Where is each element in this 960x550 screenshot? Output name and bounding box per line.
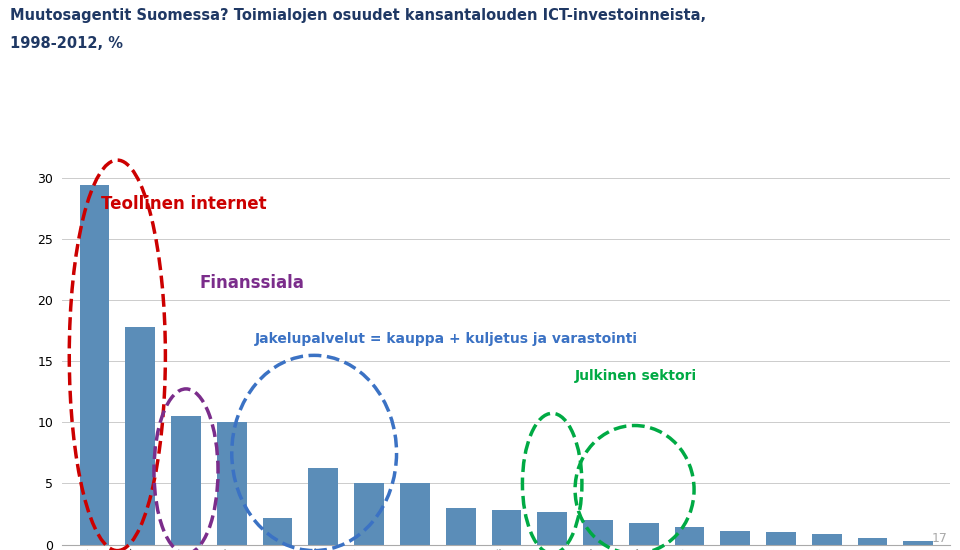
Text: 17: 17 [931, 531, 948, 544]
Text: Teollinen internet: Teollinen internet [102, 195, 267, 213]
Bar [492, 510, 521, 544]
Bar [308, 468, 338, 544]
Text: Jakelupalvelut = kauppa + kuljetus ja varastointi: Jakelupalvelut = kauppa + kuljetus ja va… [254, 332, 637, 346]
Text: Julkinen sektori: Julkinen sektori [575, 368, 697, 383]
Bar [80, 184, 109, 544]
Bar [217, 422, 247, 544]
Bar [171, 416, 201, 544]
Bar [812, 534, 842, 544]
Bar [263, 518, 293, 544]
Text: 1998-2012, %: 1998-2012, % [10, 36, 123, 51]
Bar [675, 527, 705, 544]
Bar [126, 327, 156, 544]
Bar [766, 532, 796, 544]
Bar [354, 483, 384, 544]
Bar [903, 541, 933, 544]
Bar [857, 538, 887, 544]
Text: Finanssiala: Finanssiala [200, 274, 304, 292]
Bar [720, 531, 750, 544]
Bar [629, 522, 659, 544]
Text: Muutosagentit Suomessa? Toimialojen osuudet kansantalouden ICT-investoinneista,: Muutosagentit Suomessa? Toimialojen osuu… [10, 8, 706, 23]
Bar [538, 512, 567, 544]
Bar [583, 520, 612, 544]
Bar [445, 508, 475, 544]
Bar [400, 483, 430, 544]
